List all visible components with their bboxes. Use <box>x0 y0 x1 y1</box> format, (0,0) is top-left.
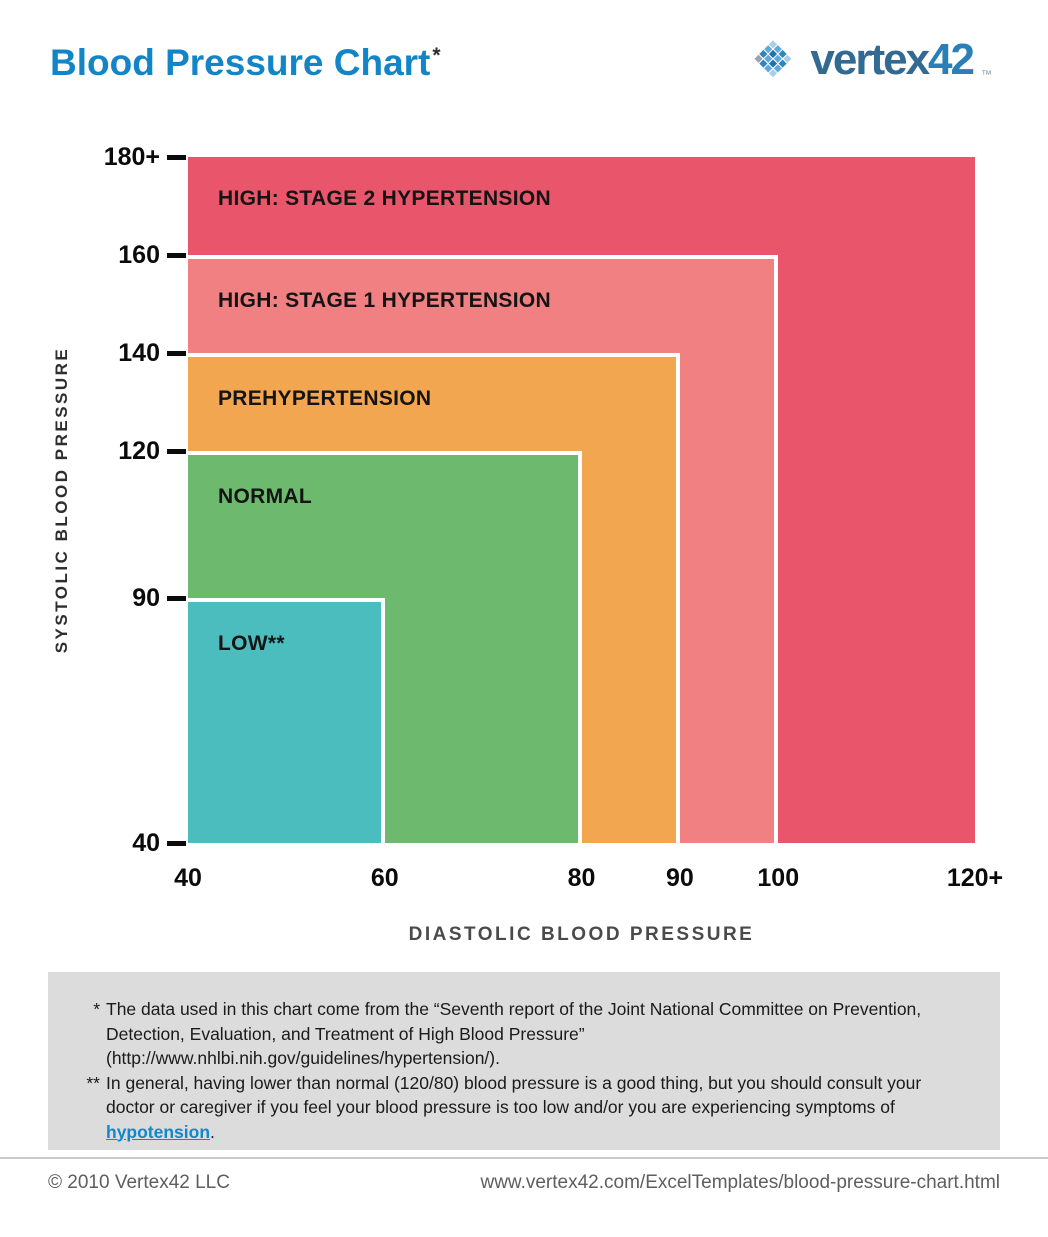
copyright-text: © 2010 Vertex42 LLC <box>48 1172 230 1193</box>
hypotension-link[interactable]: hypotension <box>106 1121 211 1142</box>
footnote-1: * The data used in this chart come from … <box>74 997 960 1071</box>
zone-label-normal: NORMAL <box>218 485 312 508</box>
footnote-2: ** In general, having lower than normal … <box>74 1071 960 1145</box>
page-title-text: Blood Pressure Chart <box>50 42 431 83</box>
x-axis-tick-label-60: 60 <box>370 864 399 892</box>
y-axis-tick-label-180: 180+ <box>103 143 160 171</box>
footnote-2-marker: ** <box>86 1072 100 1093</box>
y-axis-tick-label-40: 40 <box>132 829 160 857</box>
x-axis-tick-label-80: 80 <box>567 864 596 892</box>
logo-wordmark: vertex42 <box>810 35 975 84</box>
zone-label-prehypertension: PREHYPERTENSION <box>218 387 432 410</box>
y-axis-tick-label-90: 90 <box>132 584 160 612</box>
y-axis-tick-90 <box>167 595 186 601</box>
page-title: Blood Pressure Chart* <box>50 42 441 84</box>
footnote-1-text: The data used in this chart come from th… <box>106 999 922 1068</box>
x-axis-tick-label-40: 40 <box>174 864 202 892</box>
logo-number: 42 <box>928 35 975 84</box>
y-axis-tick-120 <box>167 448 186 454</box>
logo-word: vertex <box>810 35 930 84</box>
footer: © 2010 Vertex42 LLC www.vertex42.com/Exc… <box>48 1172 1000 1194</box>
x-axis-tick-label-90: 90 <box>665 864 694 892</box>
y-axis-tick-40 <box>167 840 186 846</box>
footer-url: www.vertex42.com/ExcelTemplates/blood-pr… <box>480 1172 1000 1193</box>
footnote-2-text-before: In general, having lower than normal (12… <box>106 1072 922 1118</box>
footnote-1-marker: * <box>93 999 100 1019</box>
x-axis-tick-label-100: 100 <box>757 864 800 892</box>
title-asterisk: * <box>432 43 441 67</box>
footnote-2-text-after: . <box>210 1121 215 1142</box>
footer-divider <box>0 1157 1048 1159</box>
y-axis-tick-140 <box>167 350 186 356</box>
logo-mosaic-icon <box>754 40 792 78</box>
zone-low: LOW** <box>188 598 385 843</box>
footnote-2-text: In general, having lower than normal (12… <box>106 1071 960 1145</box>
y-axis-tick-label-160: 160 <box>118 241 160 269</box>
y-axis-tick-label-120: 120 <box>118 437 160 465</box>
x-axis-title: DIASTOLIC BLOOD PRESSURE <box>408 924 755 945</box>
vertex42-logo: vertex42 ™ <box>744 34 992 86</box>
x-axis-tick-label-120: 120+ <box>946 864 1004 892</box>
zone-label-low: LOW** <box>218 632 285 655</box>
y-axis-tick-180 <box>167 154 186 160</box>
logo-trademark: ™ <box>981 69 992 81</box>
y-axis-tick-label-140: 140 <box>118 339 160 367</box>
zone-label-high-stage-1-hypertension: HIGH: STAGE 1 HYPERTENSION <box>218 289 551 312</box>
footnotes-box: * The data used in this chart come from … <box>48 972 1000 1150</box>
y-axis-tick-160 <box>167 252 186 258</box>
zone-label-high-stage-2-hypertension: HIGH: STAGE 2 HYPERTENSION <box>218 187 551 210</box>
